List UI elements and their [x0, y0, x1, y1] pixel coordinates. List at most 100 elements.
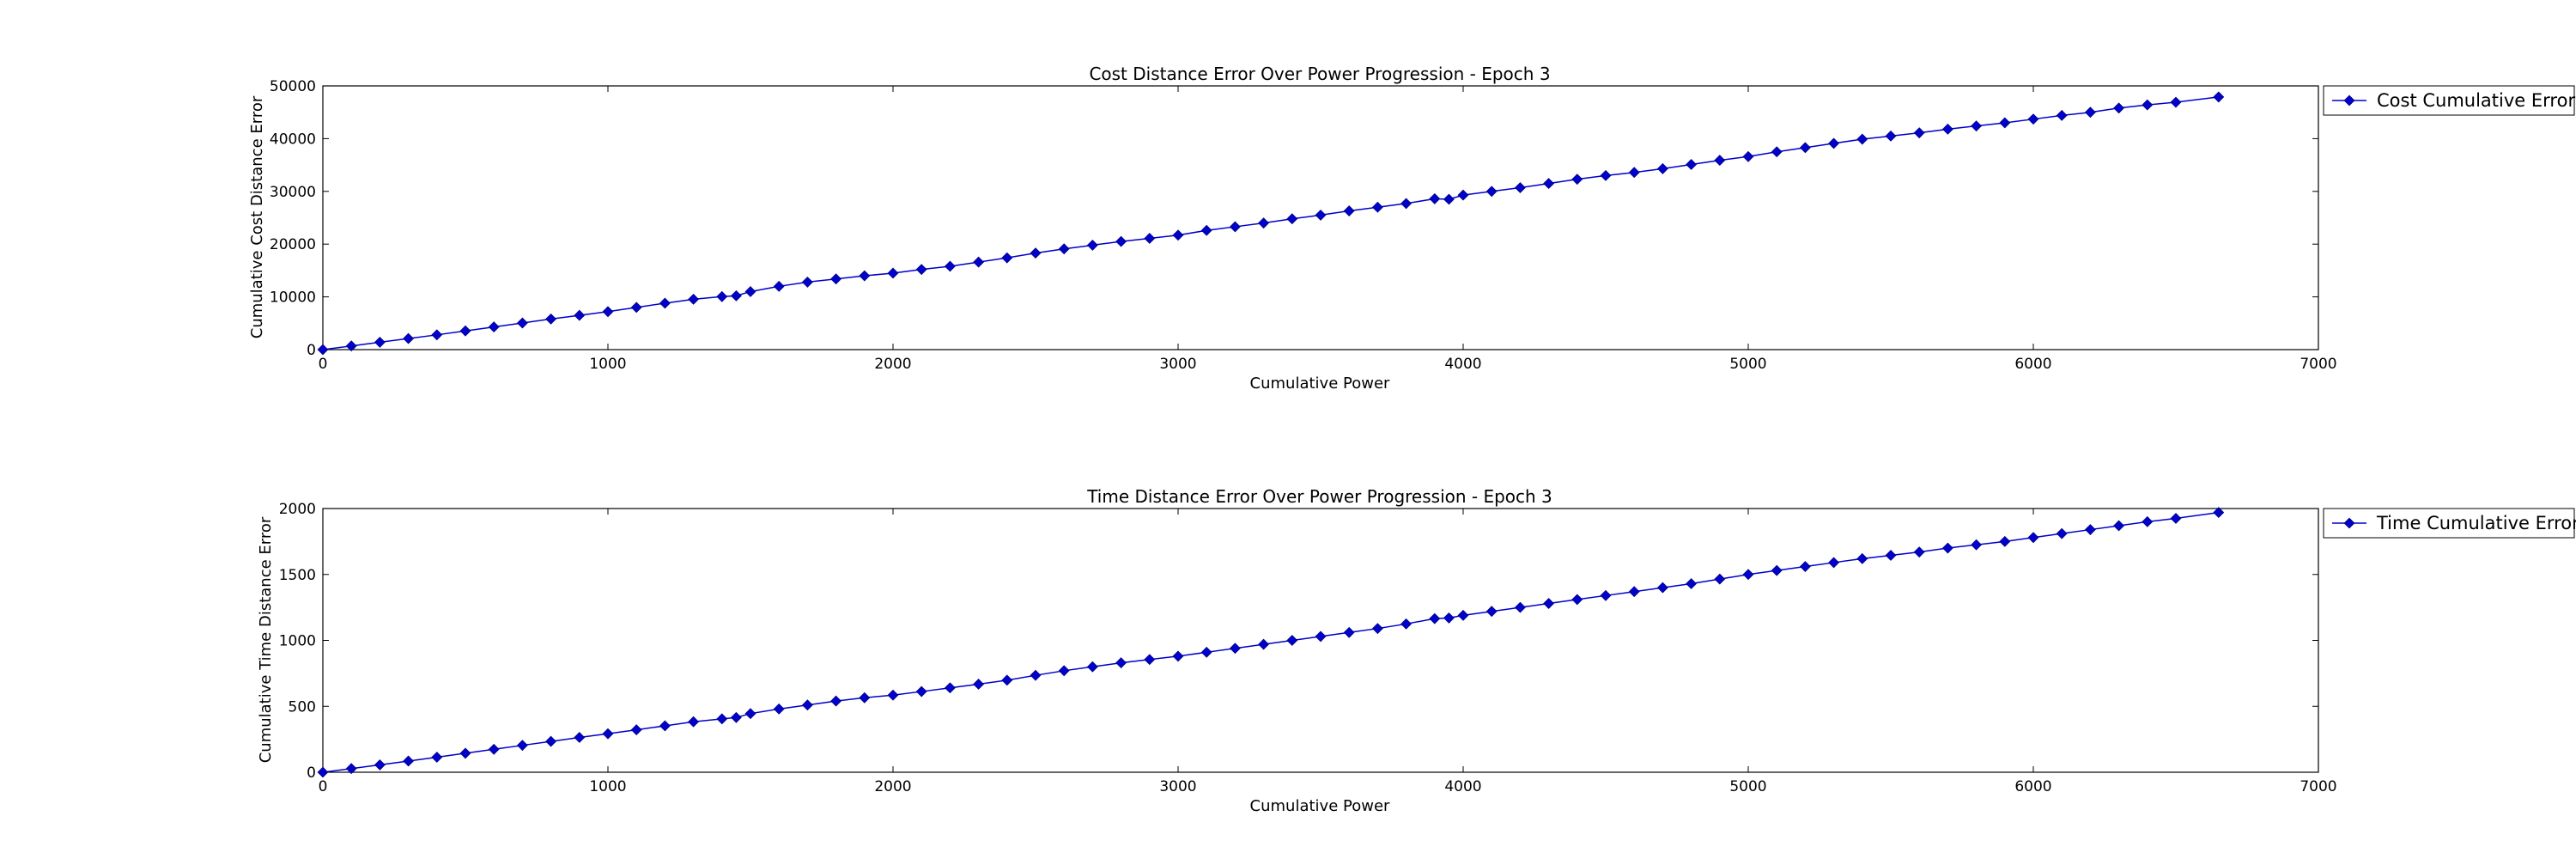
data-point	[1913, 127, 1925, 139]
data-point	[2084, 524, 2096, 535]
data-point	[488, 321, 500, 333]
cost-plot-area	[322, 85, 2319, 350]
data-point	[915, 264, 927, 276]
x-tick-label: 5000	[1729, 778, 1766, 795]
data-point	[859, 270, 871, 282]
y-tick-label: 20000	[270, 236, 316, 253]
data-point	[516, 317, 528, 329]
time-chart-title: Time Distance Error Over Power Progressi…	[1086, 486, 1552, 507]
data-point	[403, 332, 415, 344]
data-point	[1941, 123, 1953, 135]
cost-y-ticks: 0 10000 20000 30000 40000 50000	[270, 78, 2318, 359]
data-point	[1999, 117, 2011, 129]
data-point	[1229, 221, 1241, 233]
data-point	[744, 286, 756, 297]
data-point	[1343, 626, 1355, 638]
data-point	[944, 682, 956, 694]
data-point	[1258, 638, 1270, 650]
data-point	[1258, 217, 1270, 229]
data-point	[1001, 674, 1013, 686]
data-point	[1714, 573, 1726, 585]
data-point	[1571, 594, 1583, 606]
data-point	[459, 747, 471, 759]
time-chart: Time Distance Error Over Power Progressi…	[257, 486, 2576, 815]
data-point	[431, 752, 443, 763]
x-tick-label: 6000	[2014, 356, 2051, 373]
data-point	[1229, 643, 1241, 655]
data-point	[887, 267, 899, 279]
data-point	[1286, 635, 1298, 646]
data-point	[1999, 535, 2011, 547]
x-tick-label: 0	[319, 356, 328, 373]
data-point	[1686, 578, 1698, 589]
data-point	[1714, 155, 1726, 166]
data-point	[545, 313, 557, 325]
data-point	[1885, 550, 1897, 561]
data-point	[2056, 109, 2068, 121]
data-point	[1571, 174, 1583, 186]
data-point	[1457, 609, 1469, 621]
data-point	[1400, 198, 1413, 210]
data-point	[1172, 650, 1184, 662]
data-point	[1315, 631, 1327, 643]
y-tick-label: 10000	[270, 289, 316, 307]
time-legend-marker	[2343, 517, 2355, 529]
time-y-ticks: 0 500 1000 1500 2000	[279, 501, 2318, 782]
data-point	[2170, 513, 2182, 524]
data-point	[1315, 210, 1327, 221]
cost-chart: Cost Distance Error Over Power Progressi…	[248, 64, 2575, 393]
data-point	[915, 685, 927, 698]
data-point	[459, 325, 471, 337]
time-x-axis-label: Cumulative Power	[1250, 797, 1390, 815]
data-point	[2113, 102, 2125, 114]
data-point	[2213, 507, 2225, 519]
y-tick-label: 1000	[279, 633, 316, 650]
data-point	[688, 716, 700, 728]
y-tick-label: 500	[289, 698, 316, 716]
data-point	[1086, 240, 1098, 251]
data-point	[1371, 623, 1383, 635]
data-point	[1343, 205, 1355, 216]
data-point	[630, 302, 642, 314]
data-point	[773, 703, 785, 715]
data-point	[1543, 598, 1555, 609]
data-point	[317, 344, 329, 356]
x-tick-label: 1000	[589, 356, 626, 373]
data-point	[374, 336, 386, 348]
data-point	[1001, 252, 1013, 264]
data-point	[659, 720, 671, 732]
data-point	[516, 740, 528, 752]
data-point	[1485, 606, 1498, 618]
data-point	[545, 735, 557, 747]
cost-x-axis-label: Cumulative Power	[1250, 375, 1390, 393]
data-point	[659, 297, 671, 309]
data-point	[716, 290, 728, 302]
time-series	[317, 507, 2225, 778]
data-point	[1600, 589, 1612, 601]
data-point	[1856, 133, 1868, 145]
time-legend: Time Cumulative Error	[2323, 508, 2576, 539]
x-tick-label: 4000	[1444, 356, 1481, 373]
data-point	[887, 689, 899, 701]
data-point	[1885, 130, 1897, 142]
data-point	[488, 743, 500, 755]
data-point	[2142, 99, 2154, 111]
data-point	[1030, 247, 1042, 259]
x-tick-label: 7000	[2300, 356, 2336, 373]
cost-x-ticks: 0 1000 2000 3000 4000 5000 6000 7000	[319, 86, 2337, 373]
data-point	[2142, 515, 2154, 527]
data-point	[1913, 546, 1925, 558]
data-point	[859, 691, 871, 704]
data-point	[1200, 224, 1212, 236]
cost-series	[317, 91, 2225, 356]
x-tick-label: 3000	[1159, 356, 1196, 373]
data-point	[1742, 150, 1754, 162]
data-point	[345, 763, 357, 775]
cost-legend: Cost Cumulative Error	[2323, 85, 2575, 116]
data-point	[744, 708, 756, 720]
data-point	[574, 732, 586, 743]
data-point	[1971, 120, 1983, 132]
data-point	[1771, 564, 1783, 576]
